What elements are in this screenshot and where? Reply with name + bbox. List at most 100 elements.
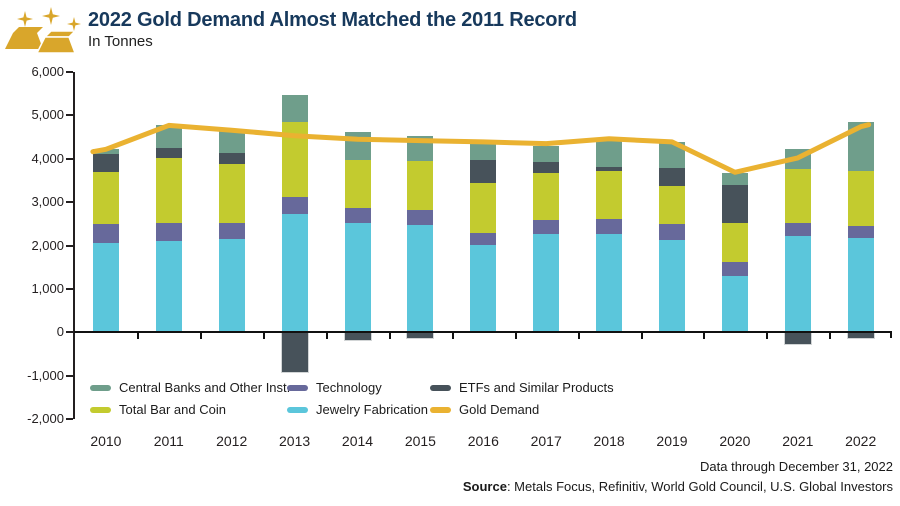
bar-segment-total-bar-and-coin-2016 — [470, 183, 497, 233]
x-axis-label-2013: 2013 — [279, 433, 311, 449]
bar-segment-jewelry-fabrication-2020 — [721, 275, 748, 333]
bar-segment-etfs-and-similar-products-2022 — [847, 332, 874, 339]
bar-segment-central-banks-and-other-inst-2022 — [847, 121, 874, 171]
bar-segment-jewelry-fabrication-2019 — [659, 240, 685, 333]
y-axis-label: 6,000 — [31, 64, 64, 79]
bar-segment-technology-2022 — [847, 226, 874, 239]
bar-segment-central-banks-and-other-inst-2021 — [784, 148, 811, 169]
x-axis-label-2020: 2020 — [719, 433, 751, 449]
bar-segment-total-bar-and-coin-2015 — [407, 160, 434, 211]
legend-item-central-banks-and-other-inst: Central Banks and Other Inst. — [90, 380, 290, 395]
bar-segment-central-banks-and-other-inst-2019 — [659, 141, 685, 168]
chart-subtitle: In Tonnes — [88, 33, 153, 50]
bar-segment-etfs-and-similar-products-2012 — [218, 152, 245, 165]
bar-segment-etfs-and-similar-products-2019 — [659, 167, 685, 187]
jewelry-fabrication-swatch — [287, 406, 308, 413]
x-axis-tick — [326, 333, 329, 340]
bar-segment-total-bar-and-coin-2010 — [92, 171, 119, 224]
y-axis-tick — [66, 71, 73, 73]
x-axis-label-2022: 2022 — [845, 433, 877, 449]
bar-segment-jewelry-fabrication-2014 — [344, 222, 371, 333]
x-axis-tick — [766, 333, 769, 340]
bar-segment-technology-2019 — [659, 224, 685, 241]
x-axis-label-2015: 2015 — [404, 433, 436, 449]
x-axis-tick — [137, 333, 140, 340]
y-axis-tick — [66, 288, 73, 290]
y-axis-tick — [66, 331, 73, 334]
bar-segment-technology-2017 — [533, 220, 560, 234]
bar-segment-jewelry-fabrication-2022 — [847, 238, 874, 333]
bar-segment-etfs-and-similar-products-2015 — [407, 332, 434, 339]
y-axis-label: -2,000 — [27, 411, 64, 427]
technology-swatch — [287, 384, 308, 391]
y-axis-label: -1,000 — [27, 367, 64, 383]
bar-segment-technology-2013 — [281, 196, 308, 215]
x-axis-tick — [451, 333, 454, 340]
total-bar-and-coin-legend-label: Total Bar and Coin — [119, 402, 226, 417]
y-axis-tick — [66, 114, 73, 117]
bar-segment-total-bar-and-coin-2019 — [659, 186, 685, 225]
bar-segment-etfs-and-similar-products-2018 — [596, 166, 623, 171]
x-axis-label-2014: 2014 — [341, 433, 374, 449]
bar-segment-central-banks-and-other-inst-2017 — [533, 146, 560, 162]
bar-segment-etfs-and-similar-products-2017 — [533, 161, 560, 173]
bar-segment-total-bar-and-coin-2020 — [721, 223, 748, 263]
bar-segment-total-bar-and-coin-2022 — [847, 170, 874, 227]
bar-segment-technology-2021 — [784, 222, 811, 236]
bar-segment-jewelry-fabrication-2013 — [281, 214, 308, 333]
legend-item-technology: Technology — [287, 380, 382, 395]
bar-segment-jewelry-fabrication-2016 — [470, 244, 497, 333]
y-axis-tick — [66, 374, 73, 377]
total-bar-and-coin-swatch — [90, 406, 111, 413]
legend-item-etfs-and-similar-products: ETFs and Similar Products — [430, 380, 614, 395]
y-axis-label: 3,000 — [31, 194, 64, 210]
chart-footnotes: Data through December 31, 2022 Source: M… — [463, 457, 893, 496]
x-axis-label-2019: 2019 — [656, 433, 688, 449]
source-text: : Metals Focus, Refinitiv, World Gold Co… — [506, 478, 893, 494]
bar-segment-jewelry-fabrication-2015 — [407, 224, 434, 333]
x-axis-end-tick — [890, 333, 892, 339]
bar-segment-technology-2010 — [92, 223, 119, 244]
etfs-and-similar-products-swatch — [430, 384, 451, 391]
source-note: Source: Metals Focus, Refinitiv, World G… — [463, 477, 893, 497]
bar-segment-technology-2011 — [155, 222, 182, 242]
x-axis-line — [74, 331, 892, 334]
x-axis-label-2017: 2017 — [530, 433, 562, 449]
bar-segment-technology-2012 — [218, 222, 245, 239]
x-axis-label-2018: 2018 — [593, 433, 625, 449]
bar-segment-jewelry-fabrication-2017 — [533, 233, 560, 333]
y-axis-label: 2,000 — [31, 237, 64, 253]
y-axis-tick — [66, 418, 73, 421]
source-label: Source — [462, 478, 507, 494]
x-axis-label-2012: 2012 — [216, 433, 248, 449]
bar-segment-etfs-and-similar-products-2010 — [92, 154, 119, 172]
bar-segment-total-bar-and-coin-2014 — [344, 160, 371, 208]
bar-segment-central-banks-and-other-inst-2016 — [470, 144, 497, 160]
bar-segment-technology-2018 — [596, 218, 623, 234]
bar-segment-central-banks-and-other-inst-2012 — [218, 130, 245, 153]
bar-segment-technology-2014 — [344, 207, 371, 223]
x-axis-tick — [263, 333, 266, 340]
bar-segment-total-bar-and-coin-2011 — [155, 158, 182, 223]
y-axis-tick — [66, 157, 73, 160]
central-banks-and-other-inst-swatch — [90, 384, 111, 391]
legend-item-jewelry-fabrication: Jewelry Fabrication — [287, 402, 428, 417]
y-axis-label: 4,000 — [31, 150, 64, 166]
bar-segment-central-banks-and-other-inst-2020 — [721, 173, 748, 185]
bar-segment-etfs-and-similar-products-2021 — [784, 332, 811, 344]
x-axis-label-2016: 2016 — [467, 433, 499, 449]
jewelry-fabrication-legend-label: Jewelry Fabrication — [316, 402, 428, 417]
bar-segment-jewelry-fabrication-2011 — [155, 241, 182, 333]
gold-bars-icon — [5, 7, 81, 54]
bar-segment-central-banks-and-other-inst-2014 — [344, 131, 371, 161]
x-axis-label-2021: 2021 — [782, 433, 814, 449]
gold-demand-legend-label: Gold Demand — [459, 402, 540, 417]
x-axis-tick — [388, 333, 391, 340]
x-axis-tick — [577, 333, 580, 340]
bar-segment-technology-2016 — [470, 233, 497, 245]
chart-title: 2022 Gold Demand Almost Matched the 2011… — [88, 9, 577, 31]
x-axis-tick — [514, 333, 517, 340]
gold-demand-swatch — [430, 406, 451, 413]
